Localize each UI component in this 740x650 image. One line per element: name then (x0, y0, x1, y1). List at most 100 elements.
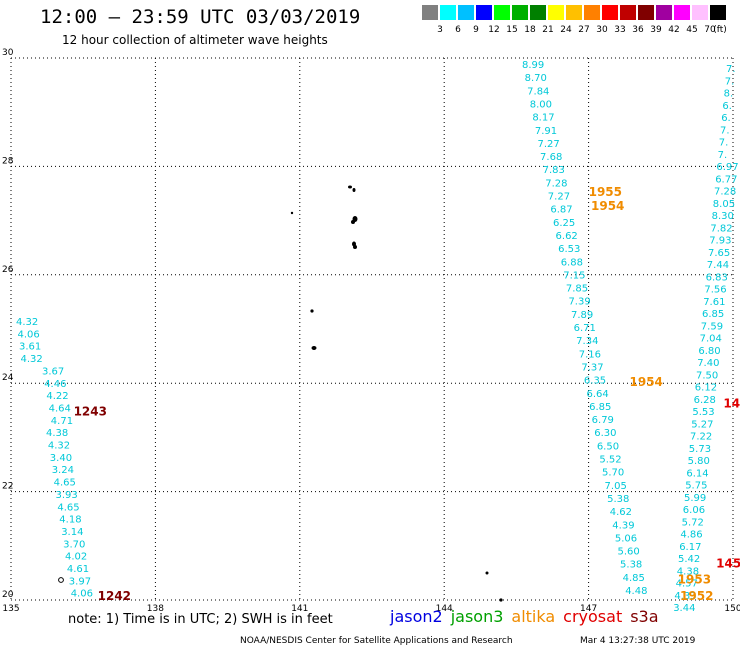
wave-height-label: 7.44 (707, 260, 729, 271)
satellite-label: jason2 (390, 607, 443, 626)
wave-height-label: 4.38 (677, 566, 699, 577)
wave-height-label: 3.97 (69, 576, 91, 587)
wave-height-label: 7.59 (701, 321, 723, 332)
wave-height-label: 7.27 (548, 192, 570, 203)
wave-height-label: 5.38 (620, 560, 642, 571)
legend-swatch (440, 5, 456, 20)
island-shape (499, 598, 503, 602)
pass-time-label: 1953 (678, 573, 711, 587)
wave-height-label: 8.17 (532, 113, 554, 124)
wave-height-label: 7.16 (579, 349, 601, 360)
legend-label: 3 (437, 25, 443, 35)
wave-height-label: 5.38 (607, 494, 629, 505)
pass-time-label: 1954 (591, 199, 624, 213)
wave-height-label: 4.71 (51, 416, 73, 427)
map-note: note: 1) Time is in UTC; 2) SWH is in fe… (68, 612, 333, 627)
wave-height-label: 8.00 (530, 99, 552, 110)
wave-height-label: 8.30 (712, 211, 734, 222)
wave-height-label: 7.68 (540, 152, 562, 163)
legend-swatch (584, 5, 600, 20)
wave-height-label: 7.15 (563, 270, 585, 281)
wave-height-label: 7.65 (708, 248, 730, 259)
y-tick-label: 28 (2, 156, 14, 166)
wave-height-label: 7. (718, 150, 728, 161)
pass-time-label: 1952 (680, 589, 713, 603)
legend-swatch (512, 5, 528, 20)
wave-height-label: 6.62 (556, 231, 578, 242)
legend-label: 27 (578, 25, 590, 35)
wave-height-label: 6. (722, 101, 732, 112)
legend-label: 42 (668, 25, 680, 35)
legend-swatch (620, 5, 636, 20)
wave-height-label: 6.80 (698, 346, 720, 357)
wave-height-label: 7. (720, 125, 730, 136)
x-tick-label: 144 (436, 604, 453, 614)
wave-height-label: 6.87 (550, 205, 572, 216)
legend-label: 24 (560, 25, 572, 35)
wave-height-label: 7.28 (714, 187, 736, 198)
wave-height-label: 6.83 (706, 272, 728, 283)
footer-timestamp: Mar 4 13:27:38 UTC 2019 (580, 636, 696, 646)
wave-height-label: 4.65 (54, 478, 76, 489)
legend-swatch (548, 5, 564, 20)
legend-swatch (458, 5, 474, 20)
wave-height-label: 6.06 (683, 505, 705, 516)
wave-height-label: 3.44 (673, 603, 695, 614)
wave-height-label: 7.04 (700, 334, 722, 345)
wave-height-label: 7.84 (527, 86, 549, 97)
wave-height-label: 6.88 (561, 257, 583, 268)
wave-height-label: 5.99 (684, 493, 706, 504)
wave-height-label: 6.35 (584, 376, 606, 387)
wave-height-label: 4.06 (18, 329, 40, 340)
wave-height-label: 3.93 (56, 490, 78, 501)
wave-height-label: 4.64 (49, 403, 71, 414)
wave-height-label: 4.65 (57, 502, 79, 513)
wave-height-label: 4.61 (67, 564, 89, 575)
legend-unit: (ft) (713, 25, 727, 35)
wave-height-label: 7.82 (710, 223, 732, 234)
island-shape (485, 571, 489, 575)
legend-label: 18 (524, 25, 536, 35)
y-tick-label: 26 (2, 265, 14, 275)
wave-height-label: 7.56 (704, 285, 726, 296)
island-shape (348, 185, 352, 189)
wave-height-label: 7.34 (576, 336, 598, 347)
wave-height-label: 3.40 (50, 453, 72, 464)
pass-time-label: 1955 (589, 185, 622, 199)
island-shape (310, 309, 314, 313)
footer-credit: NOAA/NESDIS Center for Satellite Applica… (240, 636, 513, 646)
wave-height-label: 4.02 (65, 552, 87, 563)
y-tick-label: 22 (2, 482, 13, 492)
wave-height-label: 5.70 (602, 468, 624, 479)
wave-height-label: 4.46 (44, 379, 66, 390)
wave-height-label: 7.85 (566, 284, 588, 295)
map-subtitle: 12 hour collection of altimeter wave hei… (62, 33, 328, 47)
legend-swatch (494, 5, 510, 20)
wave-height-label: 7.93 (709, 236, 731, 247)
wave-height-label: 4.33 (674, 591, 696, 602)
wave-height-label: 8.99 (522, 60, 544, 71)
wave-height-label: 7.83 (543, 165, 565, 176)
island-shape (353, 245, 357, 249)
wave-height-label: 3.67 (42, 366, 64, 377)
wave-height-label: 5.73 (689, 444, 711, 455)
wave-height-label: 7.40 (697, 358, 719, 369)
legend-label: 6 (455, 25, 461, 35)
wave-height-label: 7.39 (568, 297, 590, 308)
y-tick-label: 30 (2, 48, 14, 58)
legend-swatch (602, 5, 618, 20)
wave-height-label: 5.27 (691, 419, 713, 430)
wave-height-label: 5.53 (692, 407, 714, 418)
wave-height-label: 7.37 (581, 362, 603, 373)
y-tick-label: 24 (2, 373, 14, 383)
wave-height-label: 7.22 (690, 432, 712, 443)
wave-height-label: 7. (719, 138, 729, 149)
legend-label: 36 (632, 25, 644, 35)
island-shape (311, 346, 317, 350)
pass-time-label: 1954 (630, 375, 663, 389)
pass-time-label: 14 (723, 397, 740, 411)
wave-height-label: 8.05 (713, 199, 735, 210)
island-shape (351, 220, 355, 224)
